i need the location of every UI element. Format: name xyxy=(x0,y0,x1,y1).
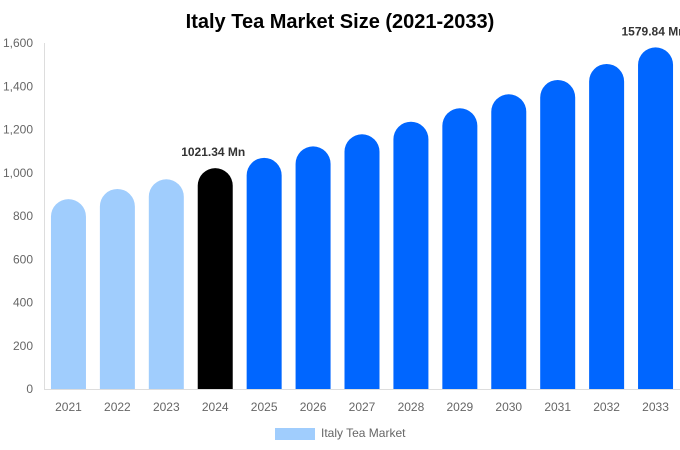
bar-2024[interactable] xyxy=(197,168,233,389)
x-tick-label: 2032 xyxy=(593,400,620,414)
y-tick-label: 200 xyxy=(13,339,33,353)
y-tick-label: 1,200 xyxy=(3,123,33,137)
bar-2023[interactable] xyxy=(148,179,184,389)
y-tick-label: 1,600 xyxy=(3,36,33,50)
bar-2030[interactable] xyxy=(491,94,527,390)
bar-2032[interactable] xyxy=(589,63,625,389)
x-tick-label: 2021 xyxy=(55,400,82,414)
bar-2026[interactable] xyxy=(295,146,331,389)
bar-2021[interactable] xyxy=(50,199,86,389)
x-tick-label: 2030 xyxy=(495,400,522,414)
x-tick-label: 2026 xyxy=(300,400,327,414)
legend-label: Italy Tea Market xyxy=(321,426,406,440)
data-label-2033: 1579.84 Mn xyxy=(622,24,680,38)
x-tick-label: 2033 xyxy=(642,400,669,414)
x-tick-label: 2023 xyxy=(153,400,180,414)
x-tick-label: 2024 xyxy=(202,400,229,414)
legend-swatch xyxy=(275,428,315,440)
y-tick-label: 600 xyxy=(13,252,33,266)
bar-2022[interactable] xyxy=(99,188,135,389)
bar-2028[interactable] xyxy=(393,121,429,389)
x-tick-label: 2025 xyxy=(251,400,278,414)
x-tick-label: 2028 xyxy=(398,400,425,414)
bar-2025[interactable] xyxy=(246,157,282,389)
chart-title: Italy Tea Market Size (2021-2033) xyxy=(186,11,495,33)
legend[interactable]: Italy Tea Market xyxy=(275,426,406,440)
x-tick-label: 2029 xyxy=(446,400,473,414)
bar-2033[interactable] xyxy=(638,47,674,390)
y-tick-label: 0 xyxy=(26,382,33,396)
bar-2031[interactable] xyxy=(540,79,576,389)
y-tick-label: 1,400 xyxy=(3,79,33,93)
data-label-2024: 1021.34 Mn xyxy=(181,145,245,159)
bar-2027[interactable] xyxy=(344,134,380,389)
y-tick-label: 1,000 xyxy=(3,166,33,180)
y-tick-label: 400 xyxy=(13,296,33,310)
x-tick-label: 2022 xyxy=(104,400,131,414)
y-tick-label: 800 xyxy=(13,209,33,223)
x-tick-label: 2031 xyxy=(544,400,571,414)
bar-2029[interactable] xyxy=(442,108,478,390)
x-tick-label: 2027 xyxy=(349,400,376,414)
